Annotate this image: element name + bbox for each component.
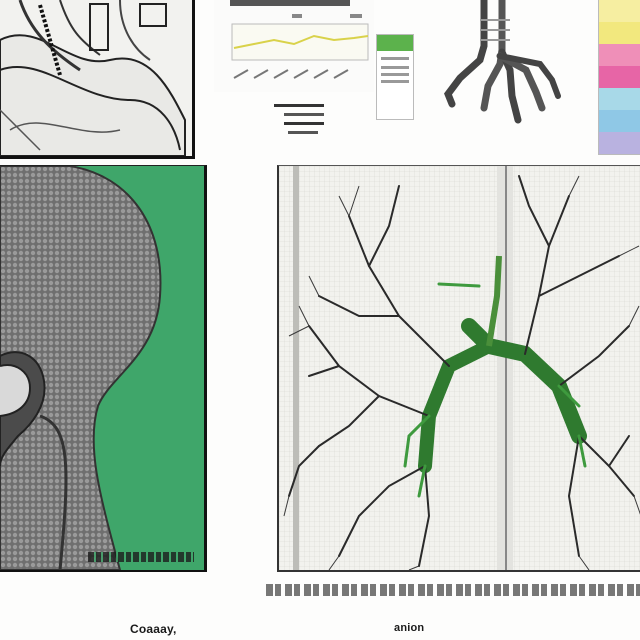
color-swatch-strip [598, 0, 640, 155]
line-chart-card-icon [230, 0, 369, 79]
caption-label-right: anion [394, 622, 425, 634]
head-caption-band [88, 552, 194, 562]
swatch-pink [599, 66, 640, 88]
mini-caption [262, 102, 332, 146]
anatomical-sketch-panel [0, 0, 195, 159]
skeletal-hand-icon [444, 0, 561, 124]
swatch-blue [599, 110, 640, 132]
caption-label-left: Coaaay, [130, 622, 177, 636]
head-cross-section-panel [0, 165, 207, 572]
chart-card [214, 0, 374, 92]
bronchial-tree-panel [277, 165, 640, 572]
swatch-blue-light [599, 88, 640, 110]
anatomical-sketch-icon [0, 0, 192, 156]
swatch-pink-light [599, 44, 640, 66]
caption-band [266, 584, 640, 596]
head-cross-section-icon [0, 166, 204, 570]
side-card [376, 34, 414, 120]
swatch-lavender [599, 132, 640, 154]
bronchial-tree-icon [279, 166, 640, 570]
swatch-yellow [599, 22, 640, 44]
skeletal-hand-panel [440, 0, 564, 128]
swatch-yellow-light [599, 0, 640, 22]
